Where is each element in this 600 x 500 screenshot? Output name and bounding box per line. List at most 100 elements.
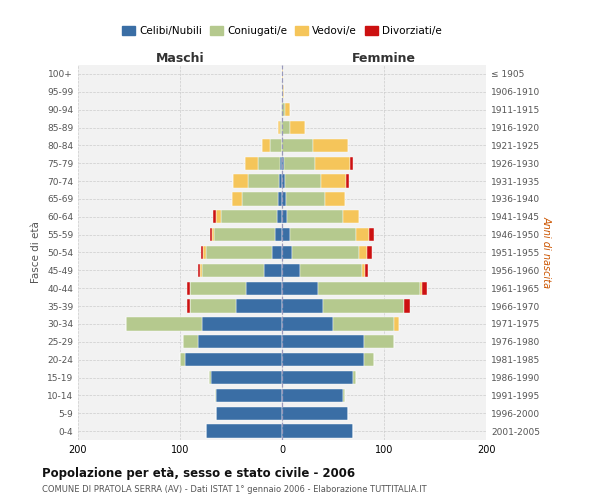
Bar xyxy=(242,192,278,205)
Bar xyxy=(282,353,364,366)
Bar xyxy=(221,210,277,224)
Bar xyxy=(282,67,283,80)
Bar xyxy=(236,300,282,313)
Bar xyxy=(278,121,280,134)
Legend: Celibi/Nubili, Coniugati/e, Vedovi/e, Divorziati/e: Celibi/Nubili, Coniugati/e, Vedovi/e, Di… xyxy=(118,22,446,40)
Bar xyxy=(356,228,369,241)
Text: Popolazione per età, sesso e stato civile - 2006: Popolazione per età, sesso e stato civil… xyxy=(42,468,355,480)
Bar xyxy=(187,282,190,295)
Bar xyxy=(272,246,282,259)
Y-axis label: Fasce di età: Fasce di età xyxy=(31,222,41,284)
Bar xyxy=(353,371,356,384)
Bar xyxy=(282,103,285,117)
Bar xyxy=(286,192,325,205)
Bar xyxy=(364,353,374,366)
Bar xyxy=(333,317,394,330)
Bar xyxy=(202,317,282,330)
Bar xyxy=(367,246,372,259)
Bar xyxy=(183,335,199,348)
Bar xyxy=(233,174,248,188)
Bar xyxy=(280,156,282,170)
Bar xyxy=(280,121,282,134)
Bar xyxy=(232,192,242,205)
Bar xyxy=(248,174,279,188)
Bar xyxy=(282,246,292,259)
Bar xyxy=(246,282,282,295)
Bar xyxy=(314,156,350,170)
Bar xyxy=(277,210,282,224)
Bar xyxy=(301,264,362,277)
Bar xyxy=(203,246,205,259)
Bar xyxy=(285,103,290,117)
Bar xyxy=(216,406,282,420)
Bar xyxy=(215,388,216,402)
Bar xyxy=(216,388,282,402)
Bar xyxy=(281,103,282,117)
Bar xyxy=(279,174,282,188)
Bar xyxy=(205,246,272,259)
Bar xyxy=(283,85,284,98)
Bar xyxy=(282,264,301,277)
Text: COMUNE DI PRATOLA SERRA (AV) - Dati ISTAT 1° gennaio 2006 - Elaborazione TUTTITA: COMUNE DI PRATOLA SERRA (AV) - Dati ISTA… xyxy=(42,485,427,494)
Bar xyxy=(369,228,374,241)
Bar xyxy=(325,192,345,205)
Bar xyxy=(287,210,343,224)
Bar xyxy=(205,424,282,438)
Text: Femmine: Femmine xyxy=(352,52,416,65)
Bar xyxy=(216,210,221,224)
Bar xyxy=(180,353,185,366)
Bar xyxy=(404,300,410,313)
Bar xyxy=(282,210,287,224)
Bar xyxy=(321,174,346,188)
Text: Maschi: Maschi xyxy=(155,52,205,65)
Bar xyxy=(313,138,348,152)
Bar xyxy=(282,174,285,188)
Bar xyxy=(282,424,353,438)
Bar xyxy=(282,282,318,295)
Bar xyxy=(263,264,282,277)
Bar xyxy=(420,282,422,295)
Bar xyxy=(190,282,246,295)
Bar xyxy=(323,300,404,313)
Bar xyxy=(394,317,400,330)
Bar xyxy=(282,300,323,313)
Bar xyxy=(270,138,282,152)
Bar xyxy=(346,174,349,188)
Bar xyxy=(211,371,282,384)
Bar xyxy=(282,138,313,152)
Bar xyxy=(282,192,286,205)
Bar xyxy=(350,156,353,170)
Y-axis label: Anni di nascita: Anni di nascita xyxy=(541,216,551,288)
Bar xyxy=(245,156,257,170)
Bar xyxy=(185,353,282,366)
Bar xyxy=(282,85,283,98)
Bar xyxy=(199,264,200,277)
Bar xyxy=(359,246,367,259)
Bar xyxy=(214,228,275,241)
Bar xyxy=(290,228,356,241)
Bar xyxy=(199,335,282,348)
Bar xyxy=(282,406,348,420)
Bar xyxy=(202,264,263,277)
Bar xyxy=(209,371,211,384)
Bar xyxy=(282,156,284,170)
Bar xyxy=(209,228,212,241)
Bar xyxy=(200,264,202,277)
Bar xyxy=(365,264,368,277)
Bar xyxy=(282,371,353,384)
Bar xyxy=(212,210,216,224)
Bar xyxy=(290,121,305,134)
Bar xyxy=(282,388,343,402)
Bar xyxy=(422,282,427,295)
Bar xyxy=(364,335,394,348)
Bar xyxy=(275,228,282,241)
Bar xyxy=(282,335,364,348)
Bar xyxy=(343,388,345,402)
Bar xyxy=(292,246,359,259)
Bar xyxy=(257,156,280,170)
Bar xyxy=(282,317,333,330)
Bar xyxy=(362,264,365,277)
Bar xyxy=(282,121,290,134)
Bar xyxy=(278,192,282,205)
Bar xyxy=(187,300,190,313)
